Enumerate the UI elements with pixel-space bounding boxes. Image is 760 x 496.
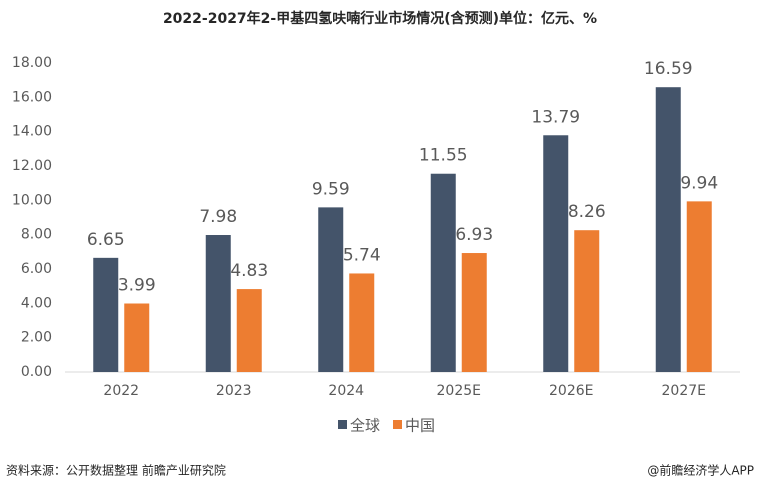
x-tick-label: 2026E [549, 383, 593, 399]
bar [93, 257, 119, 372]
y-tick-label: 12.00 [12, 158, 52, 174]
value-label: 5.74 [343, 245, 381, 265]
bar [574, 230, 600, 372]
bar [543, 135, 569, 372]
value-label: 3.99 [118, 276, 156, 296]
x-tick-label: 2022 [103, 383, 139, 399]
credit: @前瞻经济学人APP [647, 463, 754, 478]
value-label: 9.94 [680, 173, 718, 193]
chart-title: 2022-2027年2-甲基四氢呋喃行业市场情况(含预测)单位：亿元、% [163, 10, 597, 27]
legend-label: 全球 [350, 417, 380, 435]
y-tick-label: 10.00 [12, 192, 52, 208]
bar [318, 207, 344, 372]
x-tick-label: 2024 [328, 383, 364, 399]
bar [655, 87, 681, 372]
y-tick-label: 2.00 [21, 330, 52, 346]
y-tick-label: 8.00 [21, 227, 52, 243]
y-tick-label: 4.00 [21, 295, 52, 311]
bar [461, 253, 487, 372]
bar [430, 173, 456, 372]
value-label: 16.59 [644, 59, 693, 79]
y-tick-label: 0.00 [21, 364, 52, 380]
y-tick-label: 14.00 [12, 124, 52, 140]
x-tick-label: 2027E [662, 383, 706, 399]
x-tick-label: 2025E [437, 383, 481, 399]
bar [349, 273, 375, 372]
value-label: 8.26 [568, 202, 606, 222]
value-label: 6.65 [87, 230, 125, 250]
bar [205, 235, 231, 372]
source: 资料来源：公开数据整理 前瞻产业研究院 [6, 463, 226, 478]
value-label: 9.59 [312, 179, 350, 199]
legend-swatch [393, 420, 402, 429]
value-label: 13.79 [531, 107, 580, 127]
value-label: 11.55 [419, 146, 468, 166]
y-tick-label: 16.00 [12, 89, 52, 105]
legend-swatch [338, 420, 347, 429]
bar [236, 289, 262, 372]
bar [686, 201, 712, 372]
value-label: 4.83 [230, 261, 268, 281]
value-label: 7.98 [199, 207, 237, 227]
y-tick-label: 18.00 [12, 55, 52, 71]
legend-label: 中国 [405, 417, 435, 435]
x-tick-label: 2023 [216, 383, 252, 399]
bar [124, 303, 150, 372]
value-label: 6.93 [455, 225, 493, 245]
y-tick-label: 6.00 [21, 261, 52, 277]
